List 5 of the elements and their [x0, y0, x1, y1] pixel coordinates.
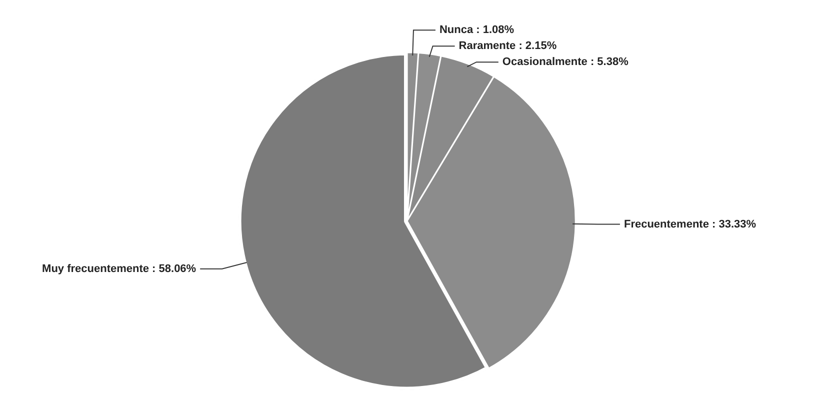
slice-label: Nunca : 1.08%	[439, 24, 514, 36]
slice-label: Raramente : 2.15%	[458, 40, 557, 52]
slice-label: Ocasionalmente : 5.38%	[502, 56, 629, 68]
slice-label: Muy frecuentemente : 58.06%	[42, 262, 196, 275]
slice-label: Frecuentemente : 33.33%	[624, 218, 756, 230]
